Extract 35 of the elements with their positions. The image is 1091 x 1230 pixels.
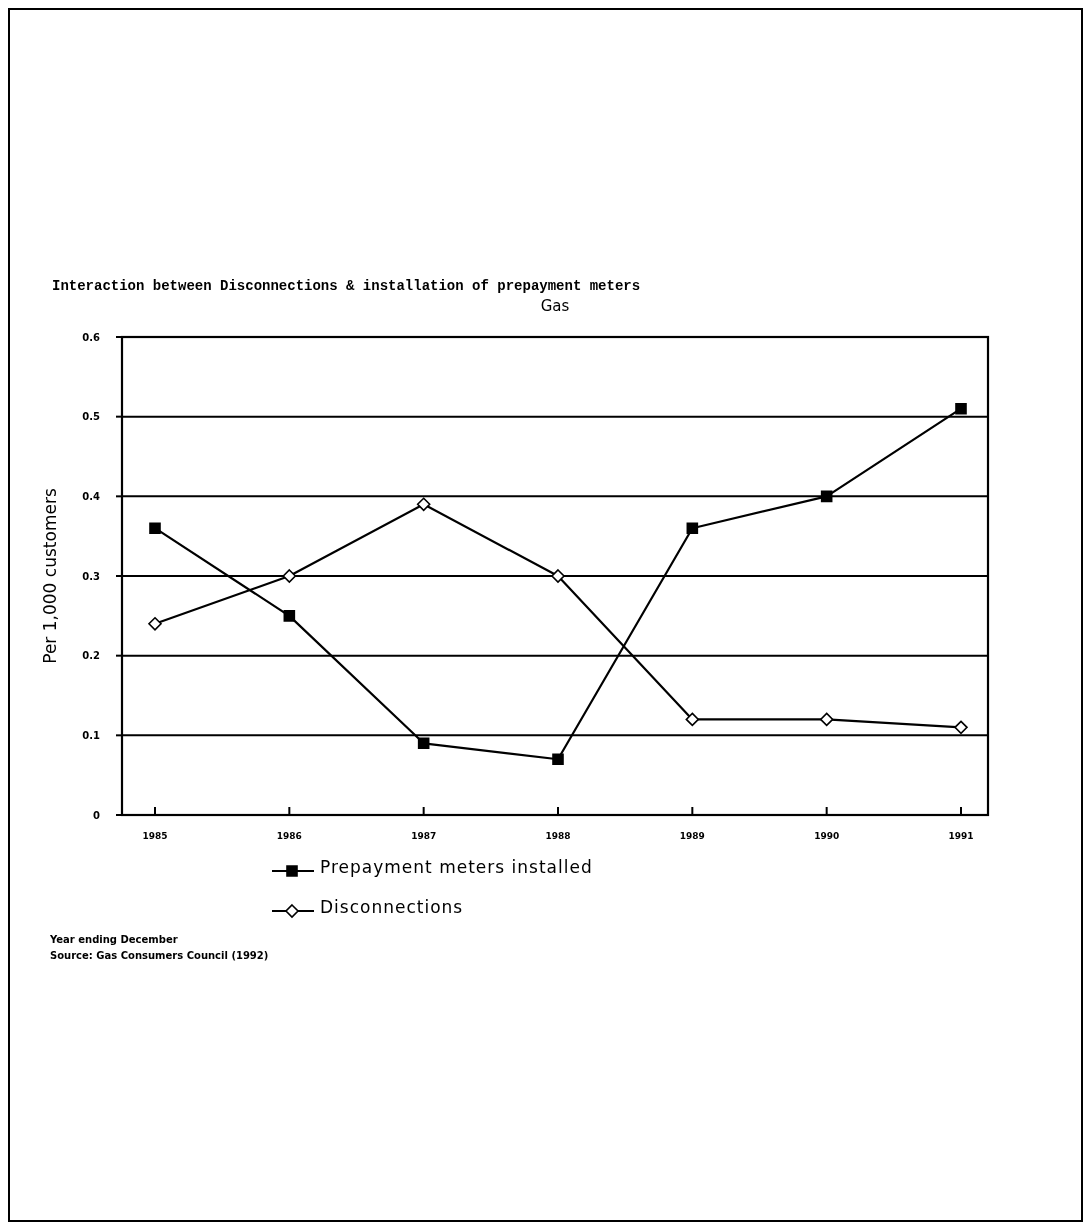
point [819, 712, 834, 727]
x-tick-label: 1990 [814, 831, 840, 841]
y-tick-label: 0.5 [82, 411, 101, 423]
y-tick-label: 0.4 [82, 490, 101, 502]
chart-title: Interaction between Disconnections & installation of prepayment meters [52, 278, 641, 294]
y-tick-label: 0.1 [82, 729, 101, 741]
y-tick-label: 0.3 [82, 570, 101, 582]
y-tick-label: 0 [93, 809, 101, 821]
y-tick-label: 0.2 [82, 650, 101, 662]
x-tick-label: 1988 [545, 831, 571, 841]
point [955, 402, 967, 415]
point [954, 720, 968, 735]
text: Year ending December [49, 934, 178, 945]
legend-label: Disconnections [320, 896, 464, 917]
point [685, 712, 700, 727]
y-tick-label: 0.6 [82, 331, 101, 343]
point [820, 490, 833, 503]
point [416, 497, 431, 512]
chart-subtitle: Gas [540, 297, 570, 315]
x-tick-label: 1991 [948, 831, 974, 841]
point [551, 569, 565, 583]
x-tick-label: 1989 [679, 831, 705, 841]
point [149, 522, 161, 534]
point [417, 737, 430, 750]
point [686, 522, 699, 534]
y-axis-title: Per 1,000 customers [40, 488, 60, 664]
x-tick-label: 1987 [411, 831, 437, 841]
point [283, 610, 296, 622]
x-tick-label: 1985 [142, 831, 168, 841]
point [148, 617, 162, 631]
legend-label: Prepayment meters installed [320, 856, 593, 877]
point [282, 569, 297, 583]
x-tick-label: 1986 [276, 831, 302, 841]
point [552, 753, 564, 766]
source-note: Source: Gas Consumers Council (1992) [50, 950, 269, 961]
